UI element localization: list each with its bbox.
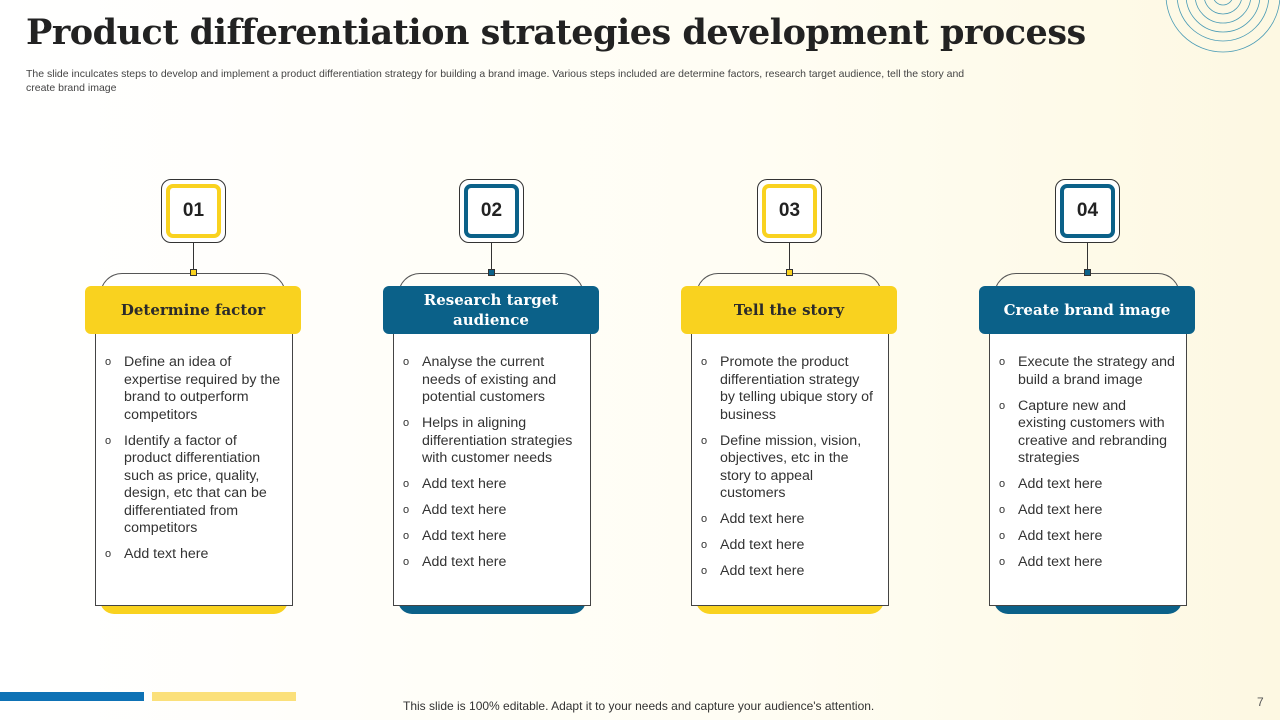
step-heading: Create brand image (979, 286, 1195, 334)
connector-dot (1084, 269, 1091, 276)
step-number-badge: 02 (459, 179, 524, 243)
step-heading: Research target audience (383, 286, 599, 334)
step-number: 01 (182, 200, 205, 221)
step-3: 03 Promote the product differentiation s… (681, 179, 897, 619)
bullet-item: Add text here (999, 554, 1176, 572)
bullet-item: Add text here (403, 502, 580, 520)
bullet-list: Promote the product differentiation stra… (701, 354, 878, 581)
step-number-badge: 03 (757, 179, 822, 243)
bullet-item: Analyse the current needs of existing an… (403, 354, 580, 407)
bullet-item: Execute the strategy and build a brand i… (999, 354, 1176, 389)
connector-line (193, 243, 194, 271)
connector-dot (190, 269, 197, 276)
connector-line (789, 243, 790, 271)
connector-line (491, 243, 492, 271)
connector-line (1087, 243, 1088, 271)
step-card: Define an idea of expertise required by … (95, 334, 293, 606)
bullet-item: Define an idea of expertise required by … (105, 354, 282, 424)
bullet-item: Add text here (403, 528, 580, 546)
step-1: 01 Define an idea of expertise required … (85, 179, 301, 619)
step-card: Analyse the current needs of existing an… (393, 334, 591, 606)
connector-dot (488, 269, 495, 276)
bullet-item: Add text here (999, 476, 1176, 494)
bullet-item: Add text here (701, 563, 878, 581)
slide-title: Product differentiation strategies devel… (26, 12, 1086, 53)
bullet-item: Add text here (701, 537, 878, 555)
bullet-list: Define an idea of expertise required by … (105, 354, 282, 564)
concentric-circles-decoration (1165, 0, 1280, 53)
step-number-badge: 04 (1055, 179, 1120, 243)
bullet-item: Add text here (403, 554, 580, 572)
footer-note: This slide is 100% editable. Adapt it to… (403, 699, 875, 713)
step-number: 04 (1076, 200, 1099, 221)
step-number-badge: 01 (161, 179, 226, 243)
step-number: 03 (778, 200, 801, 221)
step-card: Execute the strategy and build a brand i… (989, 334, 1187, 606)
bullet-item: Capture new and existing customers with … (999, 398, 1176, 468)
page-number: 7 (1257, 695, 1264, 709)
step-4: 04 Execute the strategy and build a bran… (979, 179, 1195, 619)
bullet-item: Add text here (403, 476, 580, 494)
footer-bar-yellow (152, 692, 296, 701)
bullet-item: Add text here (999, 502, 1176, 520)
step-number: 02 (480, 200, 503, 221)
step-2: 02 Analyse the current needs of existing… (383, 179, 599, 619)
bullet-item: Helps in aligning differentiation strate… (403, 415, 580, 468)
bullet-item: Identify a factor of product differentia… (105, 433, 282, 538)
bullet-item: Add text here (105, 546, 282, 564)
bullet-item: Add text here (999, 528, 1176, 546)
bullet-item: Promote the product differentiation stra… (701, 354, 878, 424)
slide-subtitle: The slide inculcates steps to develop an… (26, 68, 965, 94)
bullet-list: Analyse the current needs of existing an… (403, 354, 580, 572)
connector-dot (786, 269, 793, 276)
bullet-item: Define mission, vision, objectives, etc … (701, 433, 878, 503)
footer-bar-blue (0, 692, 144, 701)
step-heading: Tell the story (681, 286, 897, 334)
step-card: Promote the product differentiation stra… (691, 334, 889, 606)
step-heading: Determine factor (85, 286, 301, 334)
bullet-item: Add text here (701, 511, 878, 529)
bullet-list: Execute the strategy and build a brand i… (999, 354, 1176, 572)
